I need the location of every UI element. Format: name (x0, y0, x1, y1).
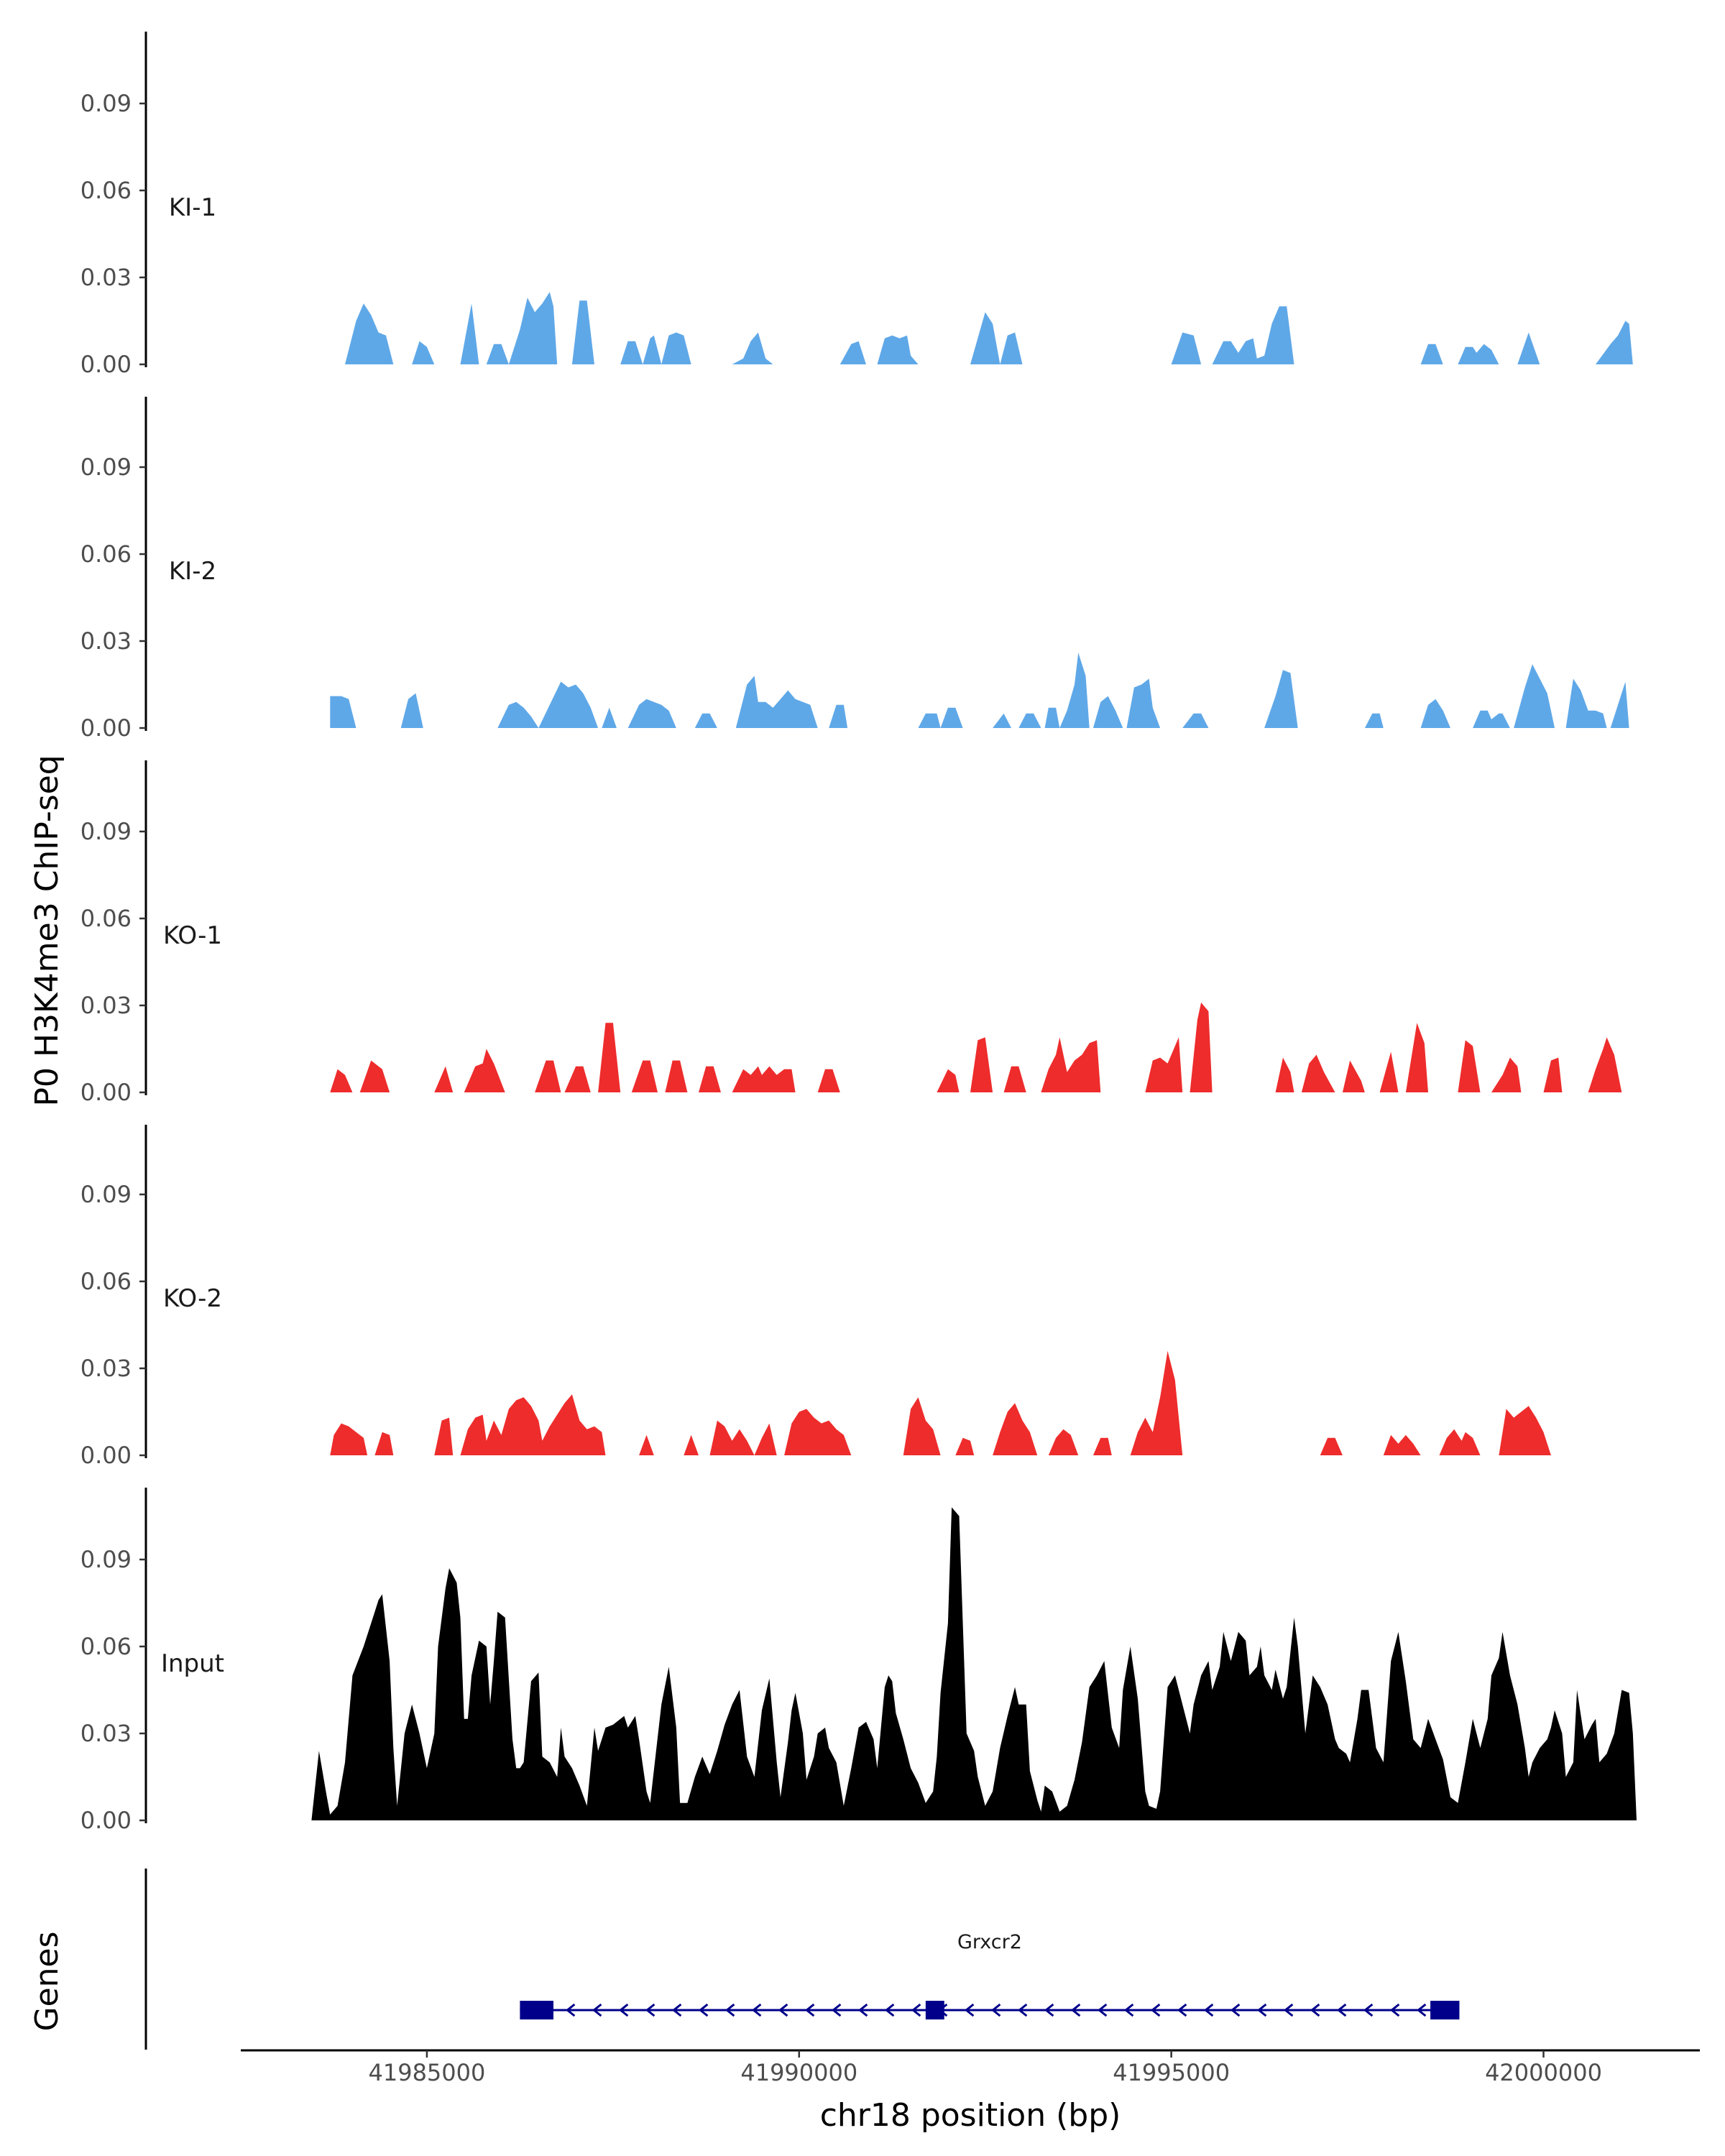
strand-arrow (990, 2003, 1001, 2017)
x-tick-label: 41985000 (368, 2059, 485, 2086)
strand-arrow (1283, 2003, 1294, 2017)
track-ki-1: 0.00 0.03 0.06 0.09 KI-1 (80, 32, 1633, 378)
strand-arrow (1203, 2003, 1214, 2017)
strand-arrow (1070, 2003, 1081, 2017)
y-tick-label: 0.03 (80, 1720, 132, 1747)
y-axis-title: P0 H3K4me3 ChIP-seq (29, 755, 65, 1106)
y-tick-label: 0.00 (80, 1079, 132, 1106)
track-ki-2: 0.00 0.03 0.06 0.09 KI-2 (80, 397, 1629, 742)
y-tick-label: 0.03 (80, 992, 132, 1019)
strand-arrow (1123, 2003, 1134, 2017)
strand-arrow (1177, 2003, 1187, 2017)
track-input: 0.00 0.03 0.06 0.09 Input (80, 1488, 1637, 1834)
strand-arrow (618, 2003, 629, 2017)
y-tick-label: 0.03 (80, 1355, 132, 1382)
y-tick-label: 0.00 (80, 1442, 132, 1469)
y-tick-label: 0.06 (80, 1268, 132, 1295)
strand-arrow (1363, 2003, 1374, 2017)
y-tick-label: 0.06 (80, 1633, 132, 1660)
y-tick-label: 0.03 (80, 627, 132, 655)
strand-arrow (1017, 2003, 1028, 2017)
signal-tracks: 0.00 0.03 0.06 0.09 KI-1 0.00 0.03 0.06 0.09 KI-2… (80, 32, 1637, 1834)
strand-arrow (751, 2003, 762, 2017)
strand-arrow (724, 2003, 735, 2017)
signal-area-input (311, 1507, 1637, 1820)
gene-name-label: Grxcr2 (957, 1931, 1022, 1953)
strand-arrow (831, 2003, 842, 2017)
strand-arrow (1416, 2003, 1427, 2017)
strand-arrow (778, 2003, 788, 2017)
strand-arrow (911, 2003, 921, 2017)
signal-area-ki-2 (330, 653, 1629, 728)
y-tick-label: 0.00 (80, 714, 132, 742)
track-ko-1: 0.00 0.03 0.06 0.09 KO-1 (80, 760, 1622, 1106)
x-tick-label: 41995000 (1113, 2059, 1230, 2086)
strand-arrow (964, 2003, 975, 2017)
y-tick-label: 0.06 (80, 177, 132, 204)
strand-arrow (698, 2003, 709, 2017)
exon-block (925, 2001, 944, 2019)
strand-arrow (1256, 2003, 1267, 2017)
y-tick-label: 0.09 (80, 1181, 132, 1208)
x-axis: 41985000 41990000 41995000 42000000 (241, 2049, 1700, 2086)
strand-arrow (1230, 2003, 1241, 2017)
strand-arrow (1097, 2003, 1108, 2017)
strand-arrow (671, 2003, 682, 2017)
signal-area-ko-1 (330, 1003, 1622, 1092)
y-tick-label: 0.06 (80, 905, 132, 932)
strand-arrow (592, 2003, 602, 2017)
y-tick-label: 0.03 (80, 264, 132, 291)
strand-arrow (884, 2003, 895, 2017)
signal-area-ki-1 (345, 292, 1633, 364)
x-tick-label: 42000000 (1485, 2059, 1602, 2086)
exon-block (520, 2001, 553, 2019)
track-label: KO-2 (163, 1284, 222, 1313)
strand-arrow (1310, 2003, 1320, 2017)
strand-arrow (804, 2003, 815, 2017)
gene-annotation-panel: Grxcr2 (144, 1869, 1460, 2050)
genes-panel-title: Genes (29, 1931, 65, 2031)
strand-arrow (1150, 2003, 1161, 2017)
signal-area-ko-2 (330, 1350, 1551, 1455)
track-label: KI-1 (169, 193, 216, 222)
strand-arrow (565, 2003, 576, 2017)
exon-block (1430, 2001, 1460, 2019)
track-label: KI-2 (169, 557, 216, 586)
y-tick-label: 0.09 (80, 1546, 132, 1573)
y-tick-label: 0.09 (80, 90, 132, 117)
y-tick-label: 0.09 (80, 818, 132, 845)
strand-arrow (645, 2003, 656, 2017)
track-ko-2: 0.00 0.03 0.06 0.09 KO-2 (80, 1125, 1551, 1469)
strand-arrow (1336, 2003, 1347, 2017)
y-tick-label: 0.06 (80, 540, 132, 568)
track-label: KO-1 (163, 921, 222, 950)
y-tick-label: 0.00 (80, 351, 132, 378)
x-tick-label: 41990000 (740, 2059, 857, 2086)
strand-arrow (857, 2003, 868, 2017)
strand-arrow (1044, 2003, 1054, 2017)
y-tick-label: 0.00 (80, 1807, 132, 1834)
y-tick-label: 0.09 (80, 453, 132, 481)
x-axis-title: chr18 position (bp) (820, 2097, 1121, 2134)
strand-arrow (1389, 2003, 1400, 2017)
track-label: Input (161, 1649, 224, 1678)
